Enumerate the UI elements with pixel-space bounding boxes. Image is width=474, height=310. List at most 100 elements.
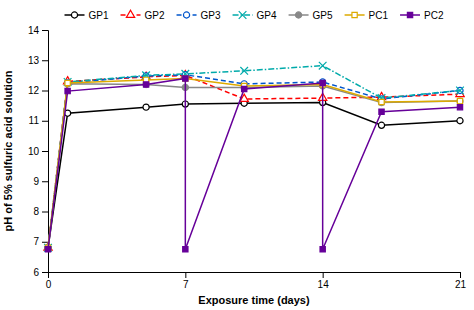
legend-marker xyxy=(352,12,357,17)
series-line xyxy=(48,78,460,247)
legend-label: PC1 xyxy=(369,10,389,21)
x-tick-mark xyxy=(460,272,461,278)
series xyxy=(45,72,463,251)
series-point xyxy=(457,104,462,109)
y-tick-label: 12 xyxy=(28,85,40,96)
x-axis-line xyxy=(49,273,461,279)
series-point xyxy=(242,86,247,91)
legend-label: PC2 xyxy=(424,10,444,21)
series-point xyxy=(65,80,71,86)
legend-entry: GP4 xyxy=(233,10,277,21)
series-line xyxy=(48,78,460,249)
y-axis: 6 7 8 9 10 11 12 13 14 xyxy=(28,25,49,278)
series-point xyxy=(183,76,188,81)
plot-area xyxy=(44,62,464,252)
series-point xyxy=(143,82,148,87)
series-point xyxy=(457,118,463,124)
series-point xyxy=(319,62,327,70)
series-point xyxy=(240,67,248,75)
series-point xyxy=(457,98,463,104)
y-tick-label: 11 xyxy=(29,115,40,126)
legend-entry: PC2 xyxy=(400,10,444,21)
legend-label: GP2 xyxy=(145,10,165,21)
series-line xyxy=(48,66,460,248)
y-tick-mark xyxy=(42,242,48,243)
series xyxy=(45,100,463,251)
series-point xyxy=(378,100,384,106)
legend-label: GP1 xyxy=(89,10,109,21)
x-tick-mark xyxy=(185,272,186,278)
y-tick: 11 xyxy=(29,115,48,126)
series-point xyxy=(65,80,70,85)
series xyxy=(44,62,464,252)
x-axis: 0 7 14 21 xyxy=(46,272,467,290)
y-tick: 10 xyxy=(28,146,48,157)
y-tick-mark xyxy=(42,91,48,92)
x-tick-mark xyxy=(323,272,324,278)
legend-entry: GP2 xyxy=(121,10,165,21)
legend-marker xyxy=(407,12,412,17)
y-tick-mark xyxy=(42,212,48,213)
legend-entry: GP3 xyxy=(177,10,221,21)
series-line xyxy=(48,84,460,248)
legend-entry: GP1 xyxy=(65,10,109,21)
y-tick-label: 8 xyxy=(33,206,39,217)
y-axis-title: pH of 5% sulfuric acid solution xyxy=(2,70,14,231)
series-point xyxy=(183,76,188,81)
x-tick-label: 7 xyxy=(183,279,189,290)
series xyxy=(45,81,463,251)
y-tick-mark xyxy=(42,151,48,152)
legend-marker xyxy=(295,12,301,18)
legend-entry: GP5 xyxy=(289,10,333,21)
y-tick-label: 14 xyxy=(28,25,40,36)
x-tick: 0 xyxy=(46,272,52,290)
series-point xyxy=(64,78,72,86)
y-tick: 8 xyxy=(33,206,48,217)
y-tick-mark xyxy=(42,60,48,61)
series xyxy=(44,71,464,251)
y-tick-mark xyxy=(42,121,48,122)
series-point xyxy=(457,98,462,103)
x-tick-label: 21 xyxy=(455,279,467,290)
chart: 0 7 14 21 6 7 8 9 10 11 12 13 14 Exposure time (days)… xyxy=(0,0,474,310)
series-point xyxy=(183,247,188,252)
y-tick: 6 xyxy=(33,267,48,278)
series-point xyxy=(65,88,70,93)
y-tick-mark xyxy=(42,181,48,182)
y-tick-label: 7 xyxy=(33,236,39,247)
series-point xyxy=(320,247,325,252)
x-tick-label: 0 xyxy=(46,279,52,290)
y-tick-label: 13 xyxy=(28,55,40,66)
series-point xyxy=(379,109,384,114)
legend-label: GP3 xyxy=(201,10,221,21)
y-tick: 14 xyxy=(28,25,48,36)
legend-marker xyxy=(239,11,247,19)
legend: GP1 GP2 GP3 GP4 GP5 PC1 PC2 xyxy=(65,10,444,21)
x-tick: 14 xyxy=(318,272,330,290)
series xyxy=(45,76,462,251)
series-point xyxy=(143,104,149,110)
y-tick-label: 9 xyxy=(33,176,39,187)
series-point xyxy=(143,81,149,87)
series-line xyxy=(48,75,460,248)
series-point xyxy=(456,87,464,95)
series-point xyxy=(379,99,384,104)
series-line xyxy=(48,75,460,247)
legend-label: GP5 xyxy=(313,10,333,21)
series-point xyxy=(320,80,325,85)
series-point xyxy=(65,81,71,87)
series-point xyxy=(320,79,326,85)
legend-marker xyxy=(126,10,134,17)
y-tick: 13 xyxy=(28,55,48,66)
x-axis-title: Exposure time (days) xyxy=(198,294,310,306)
y-tick: 12 xyxy=(28,85,48,96)
series-point xyxy=(45,247,50,252)
legend-marker xyxy=(183,12,189,18)
y-tick-label: 10 xyxy=(28,146,40,157)
y-axis-line xyxy=(42,31,49,273)
y-tick-mark xyxy=(42,30,48,31)
legend-marker xyxy=(71,12,77,18)
y-tick-label: 6 xyxy=(33,267,39,278)
x-tick: 21 xyxy=(455,272,467,290)
series-line xyxy=(48,103,460,248)
